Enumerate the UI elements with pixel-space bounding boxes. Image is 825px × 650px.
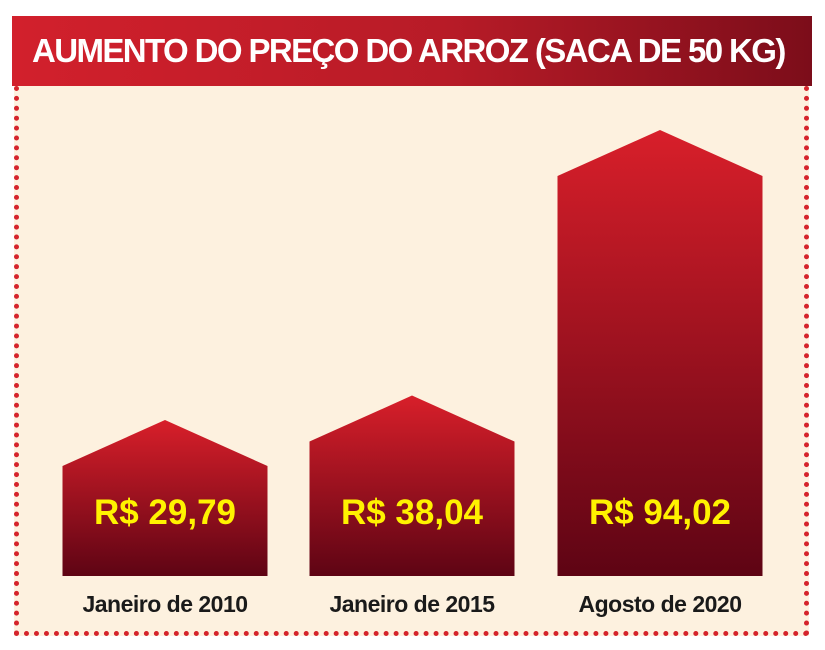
bars-group — [62, 130, 763, 576]
labels-group: R$ 29,79 Janeiro de 2010 R$ 38,04 Janeiro d… — [82, 493, 742, 617]
bar-2 — [309, 395, 515, 576]
value-label-3: R$ 94,02 — [589, 493, 731, 532]
category-label-3: Agosto de 2020 — [579, 591, 742, 617]
bar-1 — [62, 420, 268, 576]
category-label-1: Janeiro de 2010 — [82, 591, 247, 617]
value-label-2: R$ 38,04 — [341, 493, 484, 532]
title-bar: AUMENTO DO PREÇO DO ARROZ (SACA DE 50 KG… — [12, 16, 812, 86]
category-label-2: Janeiro de 2015 — [329, 591, 495, 617]
value-label-1: R$ 29,79 — [94, 493, 236, 532]
bar-3 — [557, 130, 763, 576]
chart-title: AUMENTO DO PREÇO DO ARROZ (SACA DE 50 KG… — [32, 32, 786, 69]
